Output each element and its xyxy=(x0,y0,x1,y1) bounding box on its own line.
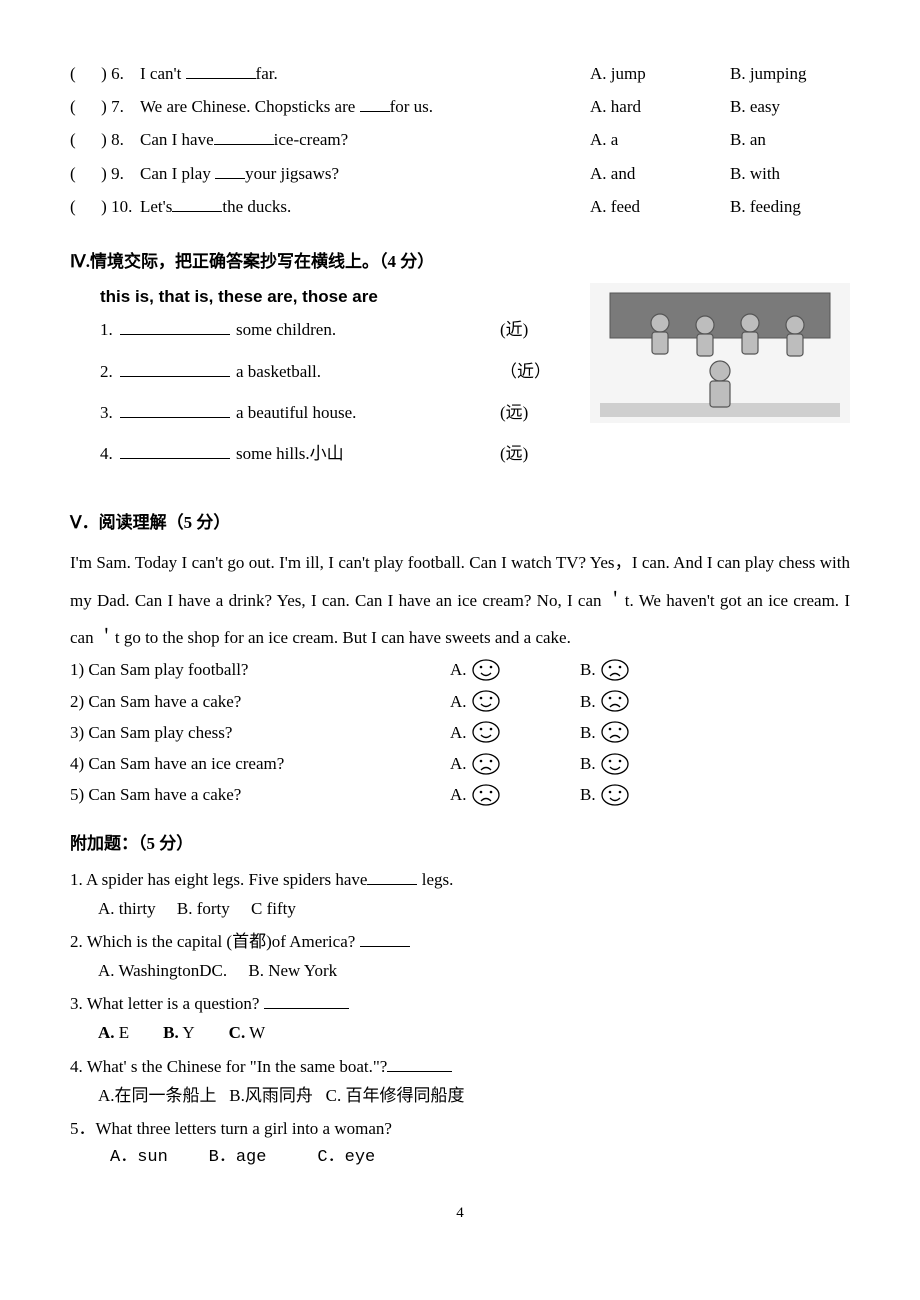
option-a[interactable]: A. and xyxy=(590,160,730,187)
distance-hint: (远) xyxy=(500,440,570,467)
option-b[interactable]: B. xyxy=(580,719,710,746)
option-a[interactable]: A. xyxy=(450,781,580,808)
reading-question-row: 3) Can Sam play chess?A.B. xyxy=(70,719,850,746)
mcq-row: ( ) 7. We are Chinese. Chopsticks are fo… xyxy=(70,93,850,120)
mcq-stem: Can I play your jigsaws? xyxy=(140,160,590,187)
reading-question-row: 4) Can Sam have an ice cream?A.B. xyxy=(70,750,850,777)
option-b[interactable]: B. with xyxy=(730,160,850,187)
option-a[interactable]: A. jump xyxy=(590,60,730,87)
option-a[interactable]: A. hard xyxy=(590,93,730,120)
word-bank: this is, that is, these are, those are xyxy=(70,283,570,310)
option-b[interactable]: B. xyxy=(580,781,710,808)
option-b[interactable]: B. feeding xyxy=(730,193,850,220)
section5-title: Ⅴ．阅读理解（5 分） xyxy=(70,509,850,536)
item-number: 4. xyxy=(100,440,120,467)
option-b[interactable]: B. xyxy=(580,656,710,683)
bonus-options[interactable]: A. thirty B. forty C fifty xyxy=(70,895,850,922)
option-b[interactable]: B. easy xyxy=(730,93,850,120)
bonus-title: 附加题：（5 分） xyxy=(70,830,850,857)
option-a[interactable]: A. feed xyxy=(590,193,730,220)
reading-question: 2) Can Sam have a cake? xyxy=(70,688,450,715)
bonus-options[interactable]: A. E B. Y C. W xyxy=(70,1019,850,1046)
item-number: 2. xyxy=(100,358,120,385)
fill-blank[interactable] xyxy=(120,317,230,335)
item-tail: a basketball. xyxy=(236,358,500,385)
answer-paren[interactable]: ( ) 9. xyxy=(70,160,140,187)
option-a[interactable]: A. xyxy=(450,688,580,715)
reading-question: 1) Can Sam play football? xyxy=(70,656,450,683)
section4-left: this is, that is, these are, those are 1… xyxy=(70,283,570,481)
item-number: 1. xyxy=(100,316,120,343)
option-b[interactable]: B. xyxy=(580,750,710,777)
option-b[interactable]: B. jumping xyxy=(730,60,850,87)
bonus-block: 1. A spider has eight legs. Five spiders… xyxy=(70,866,850,1172)
bonus-options[interactable]: A. WashingtonDC. B. New York xyxy=(70,957,850,984)
item-number: 3. xyxy=(100,399,120,426)
distance-hint: (远) xyxy=(500,399,570,426)
item-tail: some children. xyxy=(236,316,500,343)
distance-hint: (近) xyxy=(500,316,570,343)
answer-paren[interactable]: ( ) 8. xyxy=(70,126,140,153)
reading-question-row: 5) Can Sam have a cake?A.B. xyxy=(70,781,850,808)
bonus-question: 1. A spider has eight legs. Five spiders… xyxy=(70,866,850,893)
bonus-question: 5．What three letters turn a girl into a … xyxy=(70,1115,850,1142)
answer-paren[interactable]: ( ) 6. xyxy=(70,60,140,87)
fill-blank[interactable] xyxy=(120,359,230,377)
option-a[interactable]: A. xyxy=(450,656,580,683)
fill-blank-row: 4. some hills.小山(远) xyxy=(70,440,570,467)
reading-question: 5) Can Sam have a cake? xyxy=(70,781,450,808)
item-tail: a beautiful house. xyxy=(236,399,500,426)
bonus-question: 3. What letter is a question? xyxy=(70,990,850,1017)
reading-question: 3) Can Sam play chess? xyxy=(70,719,450,746)
mcq-block: ( ) 6. I can't far.A. jumpB. jumping( ) … xyxy=(70,60,850,220)
bonus-question: 4. What' s the Chinese for "In the same … xyxy=(70,1053,850,1080)
reading-question-row: 2) Can Sam have a cake?A.B. xyxy=(70,688,850,715)
children-illustration xyxy=(590,283,850,423)
section5-questions: 1) Can Sam play football?A.B.2) Can Sam … xyxy=(70,656,850,808)
fill-blank-row: 3. a beautiful house.(远) xyxy=(70,399,570,426)
item-tail: some hills.小山 xyxy=(236,440,500,467)
section4-title: Ⅳ.情境交际，把正确答案抄写在横线上。（4 分） xyxy=(70,248,850,275)
mcq-row: ( ) 8. Can I haveice-cream?A. aB. an xyxy=(70,126,850,153)
mcq-stem: Can I haveice-cream? xyxy=(140,126,590,153)
fill-blank[interactable] xyxy=(120,441,230,459)
mcq-row: ( ) 6. I can't far.A. jumpB. jumping xyxy=(70,60,850,87)
fill-blank-row: 1. some children.(近) xyxy=(70,316,570,343)
mcq-row: ( ) 10. Let'sthe ducks.A. feedB. feeding xyxy=(70,193,850,220)
fill-blank[interactable] xyxy=(120,400,230,418)
bonus-options[interactable]: A．sun B．age C．eye xyxy=(70,1144,850,1171)
page-number: 4 xyxy=(70,1201,850,1225)
option-a[interactable]: A. a xyxy=(590,126,730,153)
option-a[interactable]: A. xyxy=(450,719,580,746)
section4-wrapper: this is, that is, these are, those are 1… xyxy=(70,283,850,481)
answer-paren[interactable]: ( ) 10. xyxy=(70,193,140,220)
mcq-row: ( ) 9. Can I play your jigsaws?A. andB. … xyxy=(70,160,850,187)
option-a[interactable]: A. xyxy=(450,750,580,777)
option-b[interactable]: B. xyxy=(580,688,710,715)
bonus-question: 2. Which is the capital (首都)of America? xyxy=(70,928,850,955)
fill-blank-row: 2. a basketball.（近） xyxy=(70,358,570,385)
reading-passage: I'm Sam. Today I can't go out. I'm ill, … xyxy=(70,544,850,656)
reading-question-row: 1) Can Sam play football?A.B. xyxy=(70,656,850,683)
mcq-stem: Let'sthe ducks. xyxy=(140,193,590,220)
mcq-stem: I can't far. xyxy=(140,60,590,87)
answer-paren[interactable]: ( ) 7. xyxy=(70,93,140,120)
reading-question: 4) Can Sam have an ice cream? xyxy=(70,750,450,777)
mcq-stem: We are Chinese. Chopsticks are for us. xyxy=(140,93,590,120)
option-b[interactable]: B. an xyxy=(730,126,850,153)
bonus-options[interactable]: A.在同一条船上 B.风雨同舟 C. 百年修得同船度 xyxy=(70,1082,850,1109)
distance-hint: （近） xyxy=(500,358,570,385)
